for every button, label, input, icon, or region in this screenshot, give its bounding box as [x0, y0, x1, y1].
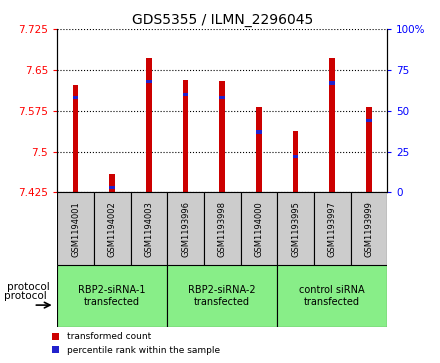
- Bar: [256, 107, 262, 192]
- Bar: [220, 81, 225, 192]
- Bar: [57, 192, 94, 265]
- Bar: [277, 265, 387, 327]
- Bar: [57, 265, 167, 327]
- Bar: [131, 192, 167, 265]
- Bar: [183, 93, 188, 96]
- Text: GSM1193996: GSM1193996: [181, 201, 190, 257]
- Bar: [110, 175, 115, 192]
- Text: RBP2-siRNA-1
transfected: RBP2-siRNA-1 transfected: [78, 285, 146, 307]
- Title: GDS5355 / ILMN_2296045: GDS5355 / ILMN_2296045: [132, 13, 313, 26]
- Legend: transformed count, percentile rank within the sample: transformed count, percentile rank withi…: [48, 329, 224, 359]
- Bar: [146, 58, 152, 192]
- Text: protocol: protocol: [4, 291, 47, 301]
- Text: GSM1194003: GSM1194003: [144, 201, 154, 257]
- Bar: [73, 85, 78, 192]
- Bar: [167, 192, 204, 265]
- Text: protocol: protocol: [7, 282, 50, 291]
- Bar: [366, 119, 372, 122]
- Text: RBP2-siRNA-2
transfected: RBP2-siRNA-2 transfected: [188, 285, 256, 307]
- Text: GSM1194001: GSM1194001: [71, 201, 80, 257]
- Bar: [256, 130, 262, 134]
- Text: GSM1194000: GSM1194000: [254, 201, 264, 257]
- Text: GSM1193995: GSM1193995: [291, 201, 300, 257]
- Bar: [146, 79, 152, 83]
- Bar: [220, 96, 225, 99]
- Bar: [94, 192, 131, 265]
- Bar: [167, 265, 277, 327]
- Bar: [293, 131, 298, 192]
- Bar: [241, 192, 277, 265]
- Bar: [183, 80, 188, 192]
- Bar: [330, 81, 335, 85]
- Text: GSM1193998: GSM1193998: [218, 201, 227, 257]
- Text: GSM1193997: GSM1193997: [328, 201, 337, 257]
- Bar: [277, 192, 314, 265]
- Bar: [293, 155, 298, 158]
- Bar: [351, 192, 387, 265]
- Text: control siRNA
transfected: control siRNA transfected: [299, 285, 365, 307]
- Bar: [110, 186, 115, 189]
- Text: GSM1194002: GSM1194002: [108, 201, 117, 257]
- Bar: [330, 58, 335, 192]
- Bar: [314, 192, 351, 265]
- Bar: [73, 96, 78, 99]
- Bar: [366, 107, 372, 192]
- Bar: [204, 192, 241, 265]
- Text: GSM1193999: GSM1193999: [364, 201, 374, 257]
